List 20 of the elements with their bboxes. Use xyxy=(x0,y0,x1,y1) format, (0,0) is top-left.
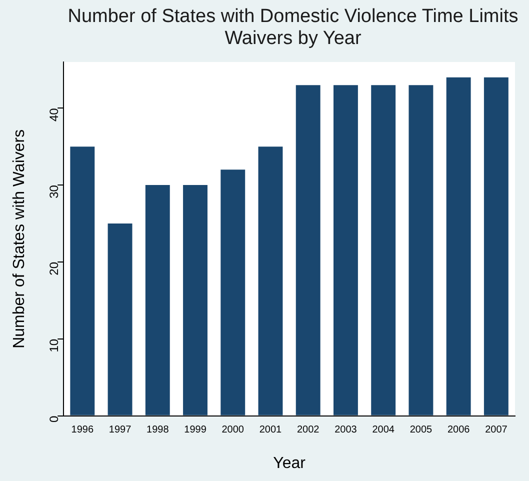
x-tick-label: 1996 xyxy=(71,424,94,436)
y-axis-title: Number of States with Waivers xyxy=(11,129,28,348)
x-tick-label: 2006 xyxy=(447,424,470,436)
y-tick-label: 0 xyxy=(46,415,61,422)
chart-title: Number of States with Domestic Violence Time Limits Waivers by Year xyxy=(66,6,520,50)
x-tick-label: 1999 xyxy=(184,424,207,436)
x-tick-label: 2004 xyxy=(372,424,395,436)
y-tick-label: 10 xyxy=(46,338,61,352)
x-tick-label: 1998 xyxy=(146,424,170,436)
x-axis-title: Year xyxy=(273,454,306,472)
x-tick-label: 1997 xyxy=(108,424,132,436)
x-tick-label: 2005 xyxy=(410,424,433,436)
x-tick-label: 2001 xyxy=(259,424,282,436)
x-tick-label: 2003 xyxy=(334,424,358,436)
x-tick-label: 2000 xyxy=(222,424,244,436)
y-tick-label: 20 xyxy=(46,262,61,276)
x-tick-label: 2002 xyxy=(296,424,320,436)
x-tick-label: 2007 xyxy=(485,424,508,436)
y-tick-label: 30 xyxy=(46,184,61,198)
y-tick-label: 40 xyxy=(46,108,61,122)
